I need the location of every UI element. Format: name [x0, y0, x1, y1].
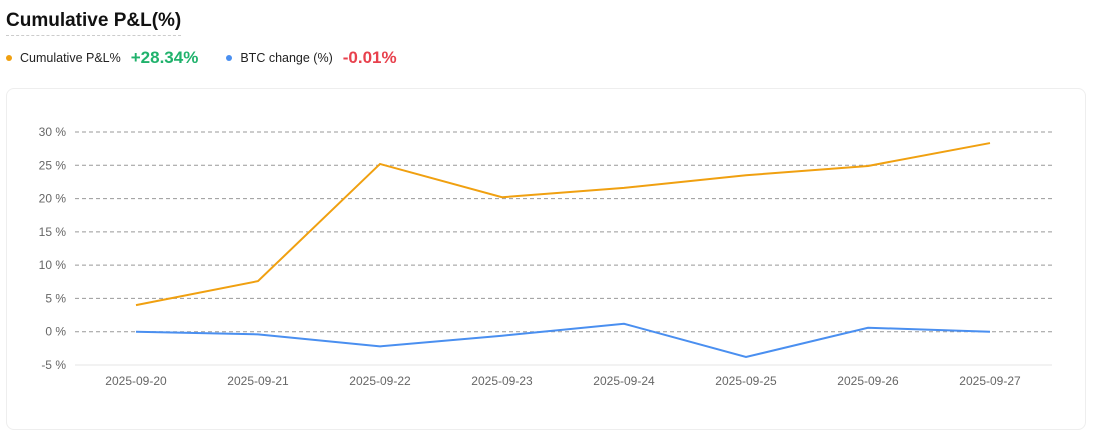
- x-tick-label: 2025-09-22: [349, 374, 411, 388]
- x-tick-label: 2025-09-23: [471, 374, 533, 388]
- y-tick-label: -5 %: [41, 358, 66, 372]
- y-tick-label: 15 %: [39, 225, 67, 239]
- x-tick-label: 2025-09-27: [959, 374, 1021, 388]
- line-chart: -5 % 0 % 5 % 10 % 15 % 20 % 25 % 30 % 2025-09-20…: [0, 0, 1105, 410]
- y-tick-label: 25 %: [39, 158, 67, 172]
- y-tick-label: 0 %: [45, 325, 66, 339]
- series-line-btc: [136, 324, 990, 357]
- y-tick-label: 10 %: [39, 258, 67, 272]
- y-tick-label: 5 %: [45, 291, 66, 305]
- series-line-pnl: [136, 143, 990, 305]
- y-tick-label: 20 %: [39, 192, 67, 206]
- x-tick-label: 2025-09-25: [715, 374, 777, 388]
- x-tick-label: 2025-09-21: [227, 374, 289, 388]
- y-tick-label: 30 %: [39, 125, 67, 139]
- x-tick-label: 2025-09-20: [105, 374, 167, 388]
- x-tick-label: 2025-09-24: [593, 374, 655, 388]
- x-tick-label: 2025-09-26: [837, 374, 899, 388]
